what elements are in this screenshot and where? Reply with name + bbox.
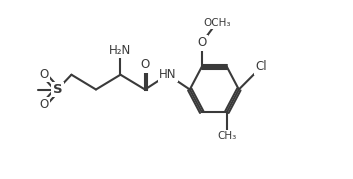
Text: CH₃: CH₃ bbox=[217, 131, 237, 141]
Text: O: O bbox=[140, 58, 150, 71]
Text: H₂N: H₂N bbox=[109, 43, 132, 57]
Text: Cl: Cl bbox=[256, 61, 267, 73]
Text: O: O bbox=[197, 37, 207, 49]
Text: O: O bbox=[40, 68, 49, 81]
Text: O: O bbox=[40, 98, 49, 111]
Text: S: S bbox=[53, 83, 62, 96]
Text: OCH₃: OCH₃ bbox=[203, 18, 231, 28]
Text: HN: HN bbox=[159, 68, 176, 81]
